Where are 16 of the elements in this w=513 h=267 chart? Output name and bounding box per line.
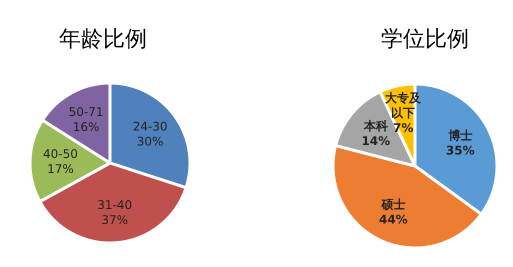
slice-label: 50-71 xyxy=(68,105,104,120)
slice-label: 硕士 xyxy=(380,198,406,212)
data-label: 44% xyxy=(378,212,408,226)
slice-label: 本科 xyxy=(362,119,388,134)
slice-label: 24-30 xyxy=(132,119,168,134)
data-label: 37% xyxy=(101,212,128,227)
slice-label: 博士 xyxy=(447,128,472,142)
slice-label: 31-40 xyxy=(97,198,132,212)
slice-label: 40-50 xyxy=(42,146,78,161)
data-label: 35% xyxy=(446,143,475,158)
data-label: 14% xyxy=(361,134,390,148)
data-label: 30% xyxy=(136,134,164,148)
data-label: 17% xyxy=(47,162,74,176)
chart-title: 年龄比例 xyxy=(59,27,147,52)
chart-title: 学位比例 xyxy=(381,27,469,52)
data-label: 16% xyxy=(72,120,100,134)
